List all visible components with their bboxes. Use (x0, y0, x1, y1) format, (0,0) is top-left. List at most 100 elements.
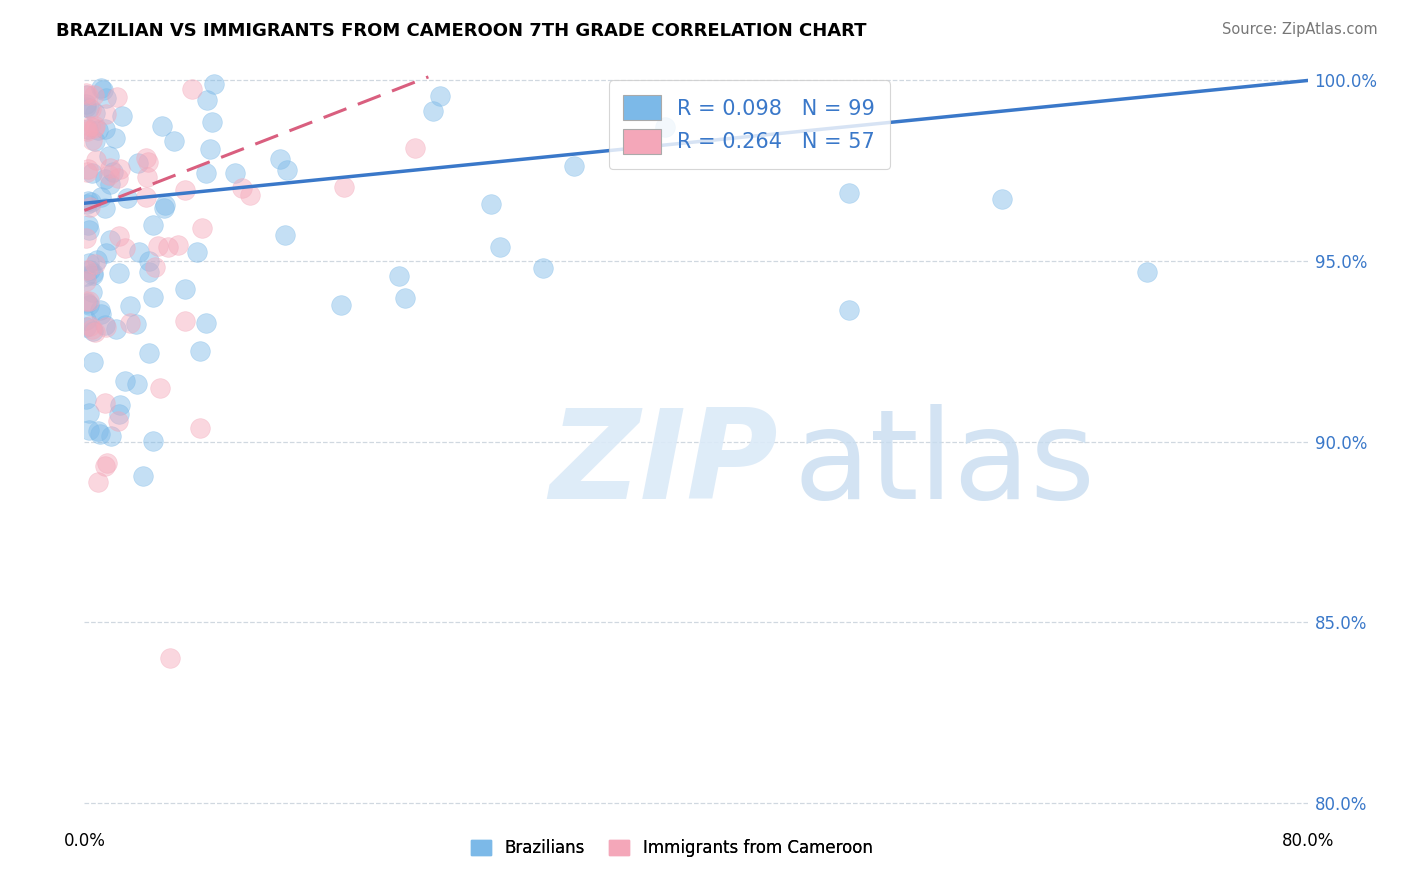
Point (90, 307, 112, 321)
Point (94, 245, 117, 260)
Point (181, 81, 204, 95)
Point (224, 166, 246, 180)
Point (76, 296, 98, 310)
Point (101, 165, 124, 179)
Point (77, 194, 100, 208)
Point (83, 119, 105, 133)
Point (173, 313, 195, 327)
Point (136, 169, 159, 184)
Point (153, 201, 176, 215)
Point (94, 318, 117, 333)
Point (90, 80, 112, 95)
Point (79, 318, 101, 333)
Point (76, 197, 98, 211)
Point (142, 434, 165, 448)
Point (138, 265, 160, 279)
Point (77, 222, 100, 236)
Point (98, 161, 121, 175)
Point (82, 268, 104, 283)
Point (94, 395, 117, 409)
Point (422, 104, 444, 119)
Point (107, 414, 129, 428)
Point (83, 87, 105, 102)
Point (77, 218, 100, 232)
Point (115, 191, 138, 205)
Point (111, 109, 134, 123)
Point (82, 285, 104, 300)
Legend: Brazilians, Immigrants from Cameroon: Brazilians, Immigrants from Cameroon (463, 830, 880, 865)
Point (269, 152, 291, 166)
Point (127, 156, 149, 170)
Point (98, 148, 121, 162)
Point (86, 425, 108, 439)
Point (174, 282, 197, 296)
Point (75, 87, 97, 102)
Point (79, 200, 101, 214)
Point (991, 193, 1014, 207)
Point (107, 170, 129, 185)
Point (388, 268, 411, 283)
Point (98, 168, 121, 182)
Point (76, 124, 98, 138)
Point (75, 96, 97, 111)
Point (138, 155, 160, 169)
Point (84, 134, 107, 148)
Point (107, 407, 129, 421)
Point (562, 160, 585, 174)
Point (75, 87, 97, 101)
Point (146, 238, 169, 252)
Point (654, 120, 676, 134)
Point (76, 165, 98, 179)
Point (194, 166, 217, 180)
Point (96, 107, 118, 121)
Point (77, 87, 100, 102)
Point (86, 252, 108, 267)
Point (80, 133, 103, 147)
Point (98, 177, 121, 191)
Point (83, 106, 105, 120)
Point (118, 317, 141, 331)
Point (404, 141, 426, 155)
Point (83, 121, 105, 136)
Point (104, 322, 127, 336)
Point (79, 101, 101, 115)
Point (80, 322, 103, 336)
Point (84, 325, 107, 339)
Point (79, 263, 101, 277)
Point (103, 131, 125, 145)
Point (76, 122, 98, 136)
Point (82, 325, 104, 339)
Point (198, 142, 221, 156)
Point (76, 263, 98, 277)
Point (838, 302, 860, 317)
Point (531, 260, 554, 275)
Point (135, 151, 157, 165)
Point (75, 274, 97, 288)
Point (96, 456, 118, 470)
Point (83, 257, 105, 271)
Point (94, 91, 117, 105)
Point (838, 186, 860, 200)
Point (98, 233, 121, 247)
Text: BRAZILIAN VS IMMIGRANTS FROM CAMEROON 7TH GRADE CORRELATION CHART: BRAZILIAN VS IMMIGRANTS FROM CAMEROON 7T… (56, 22, 866, 40)
Point (94, 122, 117, 136)
Point (110, 161, 132, 176)
Point (479, 196, 502, 211)
Point (108, 228, 131, 243)
Point (194, 316, 217, 330)
Point (125, 317, 148, 331)
Point (76, 122, 98, 136)
Point (195, 93, 218, 107)
Point (84, 153, 107, 168)
Point (75, 293, 97, 308)
Text: ZIP: ZIP (550, 404, 778, 524)
Text: Source: ZipAtlas.com: Source: ZipAtlas.com (1222, 22, 1378, 37)
Point (108, 266, 131, 280)
Point (231, 180, 253, 194)
Point (82, 166, 104, 180)
Point (75, 392, 97, 406)
Point (120, 299, 142, 313)
Point (186, 245, 208, 260)
Point (108, 398, 131, 412)
Point (125, 377, 148, 392)
